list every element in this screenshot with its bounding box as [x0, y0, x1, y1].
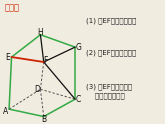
Text: (1) 与EF平行的棱有：: (1) 与EF平行的棱有：	[86, 17, 136, 24]
Text: F: F	[44, 56, 48, 65]
Text: (2) 与EF相交的棱有：: (2) 与EF相交的棱有：	[86, 50, 136, 56]
Text: H: H	[38, 28, 43, 37]
Text: A: A	[3, 107, 8, 116]
Text: G: G	[76, 43, 82, 52]
Text: C: C	[76, 95, 81, 104]
Text: (3) 与EF既不平行也
    不相交的棱有：: (3) 与EF既不平行也 不相交的棱有：	[86, 83, 132, 99]
Text: D: D	[34, 85, 40, 94]
Text: 练一练: 练一练	[5, 4, 20, 13]
Text: E: E	[6, 53, 10, 62]
Text: B: B	[41, 115, 46, 124]
